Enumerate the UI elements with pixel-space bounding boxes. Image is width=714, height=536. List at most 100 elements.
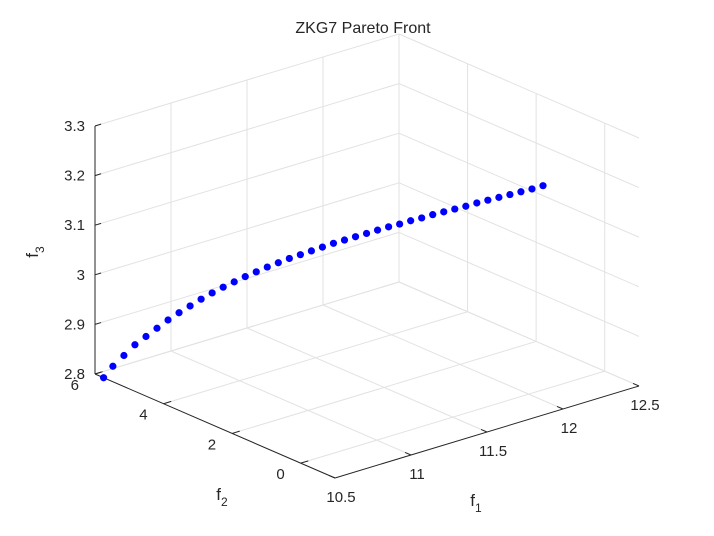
data-point [285, 254, 293, 263]
data-point [208, 289, 216, 297]
data-point [451, 205, 459, 213]
x-tick-label: 10.5 [326, 489, 355, 506]
z-tick-mark [94, 222, 102, 226]
grid-line [398, 132, 640, 238]
x-tick-label: 11.5 [479, 443, 507, 460]
chart-title: ZKG7 Pareto Front [295, 20, 431, 37]
y-tick-label: 6 [71, 377, 79, 394]
data-point [440, 208, 448, 216]
data-point [429, 211, 437, 219]
axis-tick-labels: 10.5 11 11.5 12 12.5 0 2 4 62.8 2.9 3 3.1 3.2 3.3 [64, 118, 659, 506]
z-axis-label-sub: 3 [33, 246, 47, 253]
data-point [263, 263, 271, 271]
x-tick-label: 12.5 [630, 397, 659, 414]
data-point [418, 214, 426, 222]
data-point [252, 268, 260, 276]
data-point [539, 182, 547, 190]
data-point [109, 362, 117, 370]
data-point [351, 233, 360, 241]
data-point [385, 223, 393, 231]
z-tick-label: 2.9 [64, 316, 85, 333]
data-point [120, 351, 128, 360]
data-point [131, 341, 139, 349]
z-tick-label: 3.1 [64, 217, 85, 234]
grid-line [398, 33, 640, 139]
z-tick-mark [94, 371, 102, 375]
data-point [495, 193, 503, 201]
z-tick-label: 3.2 [64, 168, 85, 185]
data-point [462, 202, 470, 210]
data-point [329, 239, 338, 247]
z-tick-mark [94, 123, 102, 127]
data-points [99, 182, 547, 382]
y-axis-label-base: f [216, 485, 221, 504]
data-point [274, 259, 282, 267]
grid-line [398, 83, 640, 189]
grid-line [170, 350, 412, 456]
x-tick-mark [480, 428, 488, 433]
data-point [362, 229, 371, 238]
grid-line [94, 83, 400, 177]
grid-line [94, 182, 400, 276]
data-point [517, 188, 525, 196]
x-tick-label: 11 [409, 466, 425, 483]
z-tick-label: 3.3 [64, 118, 85, 135]
z-tick-mark [94, 272, 102, 276]
x-tick-mark [556, 405, 564, 410]
grid-line [94, 33, 400, 127]
x-tick-label: 12 [561, 420, 578, 437]
data-point [186, 302, 194, 310]
x-axis-label-sub: 1 [475, 501, 482, 515]
data-point [99, 374, 108, 382]
grid-line [398, 182, 640, 288]
grid-line [398, 231, 640, 337]
data-point [219, 283, 227, 291]
data-point [373, 226, 382, 234]
data-point [307, 247, 315, 255]
y-tick-label: 2 [208, 436, 216, 453]
data-point [175, 309, 183, 317]
data-point [318, 243, 327, 251]
data-point [197, 295, 205, 303]
x-tick-mark [632, 382, 640, 387]
data-point [484, 196, 492, 204]
z-axis-label-base: f [23, 253, 42, 258]
z-tick-label: 2.8 [64, 366, 85, 383]
data-point [528, 185, 536, 193]
grid-line [398, 281, 640, 387]
y-tick-mark [231, 430, 240, 434]
grid-line [163, 311, 468, 405]
x-tick-mark [328, 474, 336, 479]
data-point [153, 324, 161, 332]
x-axis-label: f1 [470, 491, 482, 515]
data-point [473, 199, 481, 207]
data-point [407, 217, 415, 225]
z-tick-mark [94, 173, 102, 177]
data-point [142, 332, 150, 341]
grid-line [246, 327, 488, 433]
data-point [230, 278, 238, 286]
y-axis-line [94, 373, 336, 479]
grid-line [322, 304, 564, 410]
y-tick-mark [300, 460, 309, 464]
data-point [296, 251, 304, 259]
x-tick-mark [404, 451, 412, 456]
y-axis-label: f2 [216, 485, 228, 509]
z-axis-label: f3 [23, 246, 47, 258]
grid-line [300, 370, 605, 464]
data-point [164, 316, 172, 324]
data-point [506, 190, 514, 199]
data-point [340, 236, 349, 244]
y-tick-label: 0 [276, 466, 284, 483]
axes-grid [94, 33, 640, 479]
grid-line [94, 281, 400, 375]
z-tick-mark [94, 322, 102, 325]
y-tick-label: 4 [139, 407, 147, 424]
grid-line [231, 340, 537, 434]
y-tick-mark [163, 400, 172, 405]
y-axis-label-sub: 2 [221, 495, 228, 509]
grid-line [94, 132, 400, 226]
data-point [241, 273, 249, 281]
z-tick-label: 3 [77, 267, 85, 284]
